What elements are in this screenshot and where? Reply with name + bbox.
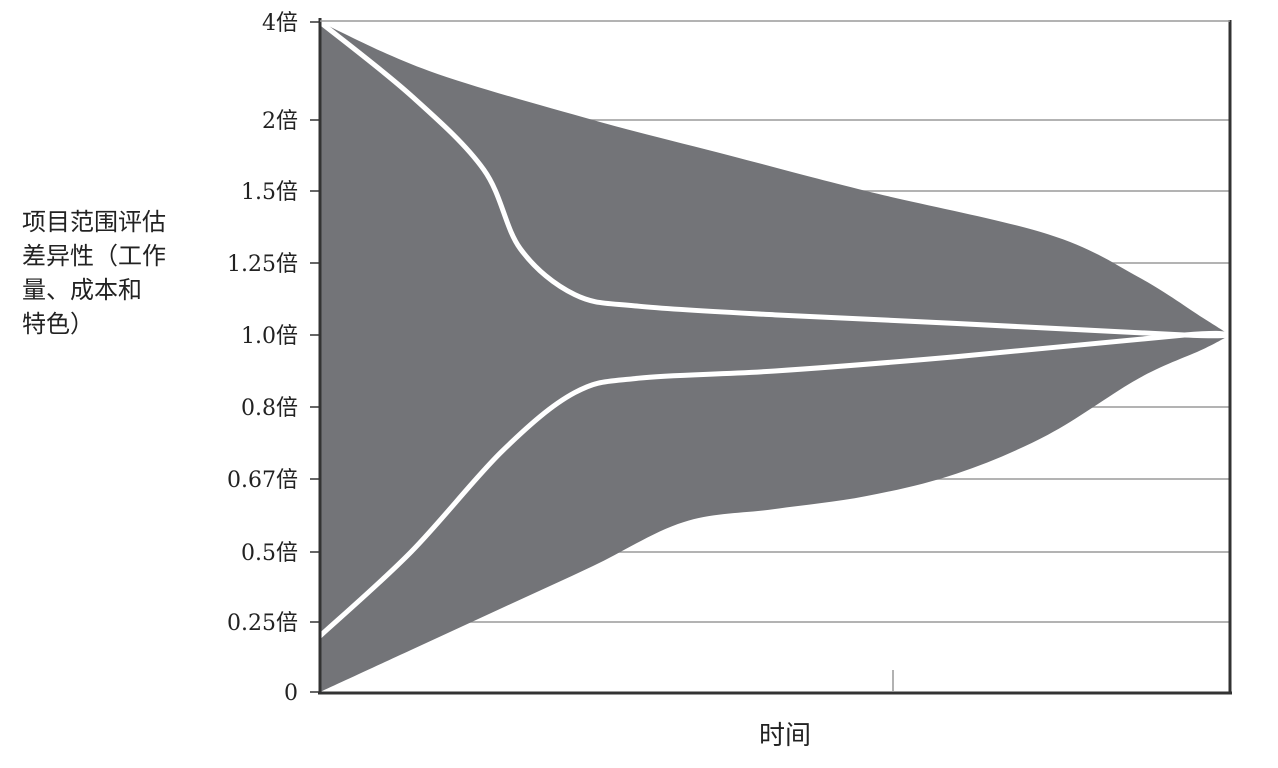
y-tick-label: 0.67倍: [227, 468, 298, 493]
y-tick-label: 0: [284, 681, 298, 706]
inner-lines-layer: [317, 19, 1233, 639]
y-tick-label: 0.8倍: [241, 396, 298, 421]
y-axis-label-line: 项目范围评估: [22, 208, 166, 236]
inner-lower-line: [317, 330, 1233, 639]
y-tick-label: 1.0倍: [241, 324, 298, 349]
uncertainty-band: [320, 22, 1230, 692]
x-axis-label: 时间: [759, 721, 811, 751]
y-tick-label: 4倍: [262, 11, 298, 36]
band-layer: [320, 22, 1230, 692]
y-tick-labels: 0 0.25倍 0.5倍 0.67倍 0.8倍 1.0倍 1.25倍 1.5倍 2倍 4倍: [227, 11, 320, 706]
y-tick-label: 0.25倍: [227, 611, 298, 636]
y-tick-label: 1.25倍: [227, 252, 298, 277]
y-axis-label-line: 差异性（工作: [22, 242, 166, 270]
y-tick-label: 1.5倍: [241, 180, 298, 205]
y-tick-label: 2倍: [262, 109, 298, 134]
axis-layer: [318, 18, 1232, 695]
y-axis-label-line: 特色）: [22, 310, 94, 338]
y-tick-label: 0.5倍: [241, 541, 298, 566]
y-axis-label-line: 量、成本和: [22, 276, 142, 304]
inner-upper-line: [317, 19, 1233, 339]
